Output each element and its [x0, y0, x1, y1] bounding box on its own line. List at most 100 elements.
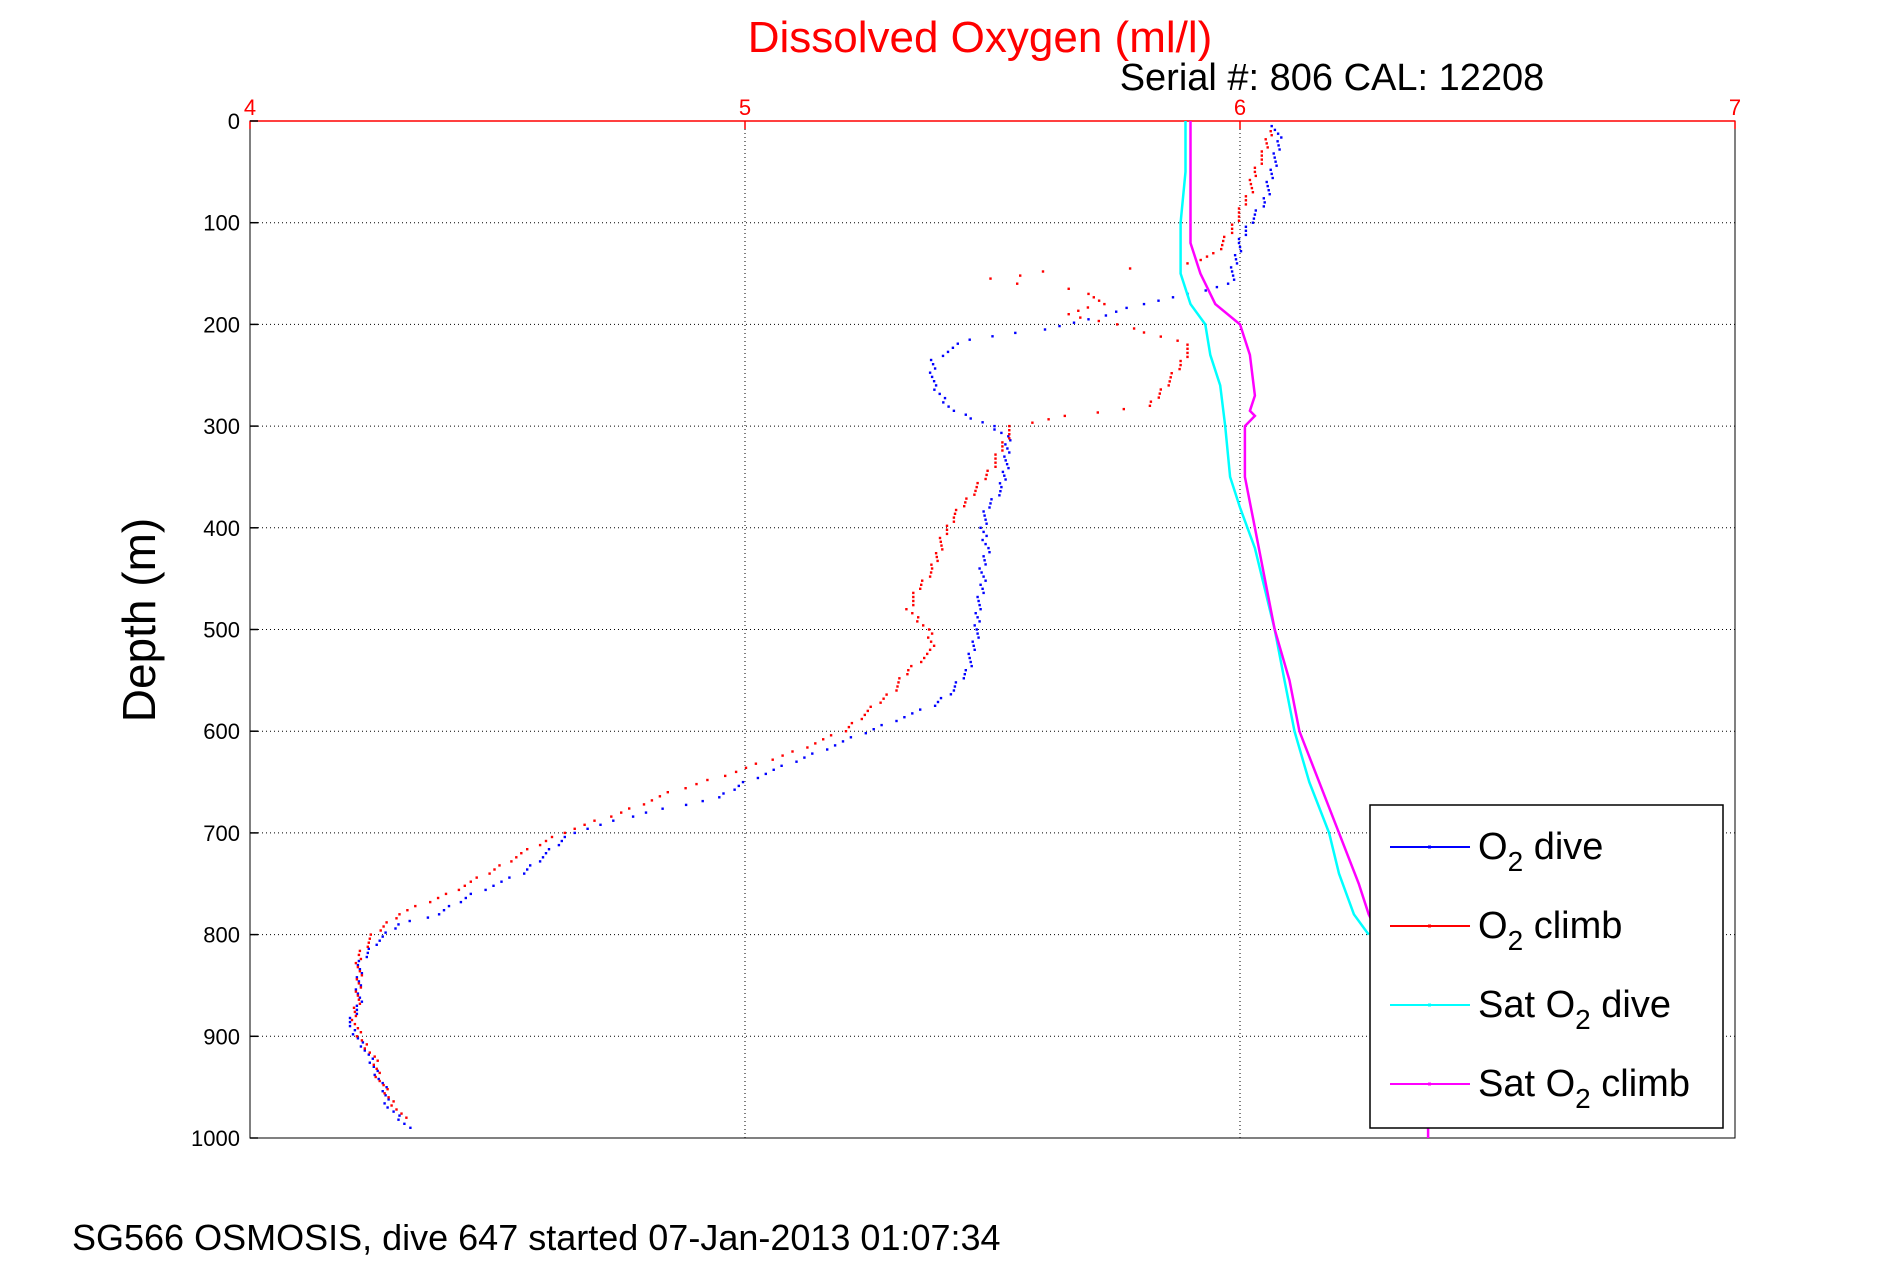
legend-marker	[1428, 845, 1431, 849]
data-point	[984, 563, 987, 566]
data-point	[397, 1118, 400, 1121]
data-point	[990, 498, 993, 501]
data-point	[386, 1106, 389, 1109]
data-point	[897, 681, 900, 684]
data-point	[1271, 176, 1274, 180]
data-point	[981, 587, 984, 590]
data-point	[1222, 239, 1225, 243]
data-point	[1269, 168, 1272, 171]
data-point	[375, 1067, 378, 1070]
data-point	[982, 575, 985, 578]
data-point	[510, 860, 513, 863]
data-point	[1253, 166, 1257, 169]
data-point	[381, 1081, 384, 1085]
data-point	[356, 994, 360, 997]
data-point	[1003, 474, 1006, 477]
data-point	[1237, 219, 1241, 222]
data-point	[1270, 172, 1273, 176]
data-point	[936, 700, 940, 704]
data-point	[953, 512, 957, 515]
data-point	[353, 1022, 357, 1026]
data-point	[642, 803, 646, 806]
data-point	[612, 819, 615, 822]
data-point	[367, 941, 370, 944]
data-point	[1223, 235, 1226, 239]
data-point	[385, 1086, 388, 1089]
data-point	[981, 538, 984, 542]
data-point	[1277, 144, 1280, 147]
data-point	[1229, 266, 1233, 269]
data-point	[365, 1043, 368, 1046]
data-point	[1244, 199, 1248, 202]
data-point	[1262, 205, 1265, 208]
data-point	[447, 904, 451, 908]
data-point	[978, 603, 981, 607]
x-tick-label: 6	[1234, 95, 1246, 120]
data-point	[1159, 388, 1162, 391]
data-point	[1260, 158, 1263, 161]
data-point	[952, 516, 956, 519]
data-point	[356, 965, 360, 969]
data-point	[403, 1122, 406, 1125]
data-point	[1249, 182, 1253, 186]
data-point	[628, 807, 631, 810]
data-point	[586, 827, 589, 830]
data-point	[400, 1112, 403, 1115]
data-point	[1234, 258, 1238, 261]
data-point	[1086, 306, 1090, 309]
data-point	[885, 693, 888, 696]
data-point	[363, 1047, 366, 1050]
data-point	[939, 540, 942, 543]
data-point	[1237, 211, 1241, 214]
data-point	[701, 799, 704, 803]
data-point	[928, 575, 932, 578]
data-point	[1186, 343, 1189, 346]
data-point	[864, 732, 867, 735]
data-point	[1003, 455, 1006, 458]
data-point	[952, 409, 956, 412]
data-point	[974, 612, 977, 615]
data-point	[781, 754, 784, 757]
data-point	[1276, 132, 1280, 135]
data-point	[359, 957, 363, 961]
data-point	[1159, 335, 1162, 338]
data-point	[880, 723, 883, 727]
data-point	[508, 876, 511, 879]
data-point	[811, 752, 814, 755]
data-point	[353, 1029, 357, 1032]
data-point	[987, 546, 990, 550]
data-point	[610, 815, 613, 818]
y-tick-label: 600	[203, 719, 240, 744]
data-point	[962, 677, 965, 680]
data-point	[956, 342, 959, 345]
data-point	[1008, 437, 1011, 440]
data-point	[1001, 445, 1004, 448]
data-point	[361, 1041, 365, 1044]
data-point	[928, 371, 932, 374]
data-point	[1233, 254, 1237, 257]
data-point	[930, 375, 934, 379]
data-point	[927, 636, 930, 639]
data-point	[947, 405, 950, 408]
data-point	[384, 1094, 387, 1097]
legend-label: Sat O2 climb	[1478, 1063, 1690, 1114]
data-point	[1004, 443, 1007, 446]
data-point	[1253, 213, 1257, 216]
data-point	[375, 943, 378, 946]
data-point	[1001, 441, 1004, 444]
data-point	[392, 1100, 395, 1103]
data-point	[593, 819, 596, 822]
data-point	[394, 927, 397, 930]
data-point	[444, 892, 448, 896]
data-point	[1266, 146, 1269, 149]
data-point	[954, 681, 958, 684]
data-point	[544, 852, 548, 855]
data-point	[936, 559, 939, 563]
data-point	[359, 1031, 363, 1034]
data-point	[360, 1000, 364, 1003]
data-point	[841, 740, 845, 743]
data-point	[373, 1055, 376, 1058]
data-point	[355, 978, 359, 981]
data-point	[999, 490, 1002, 493]
data-point	[905, 608, 908, 611]
